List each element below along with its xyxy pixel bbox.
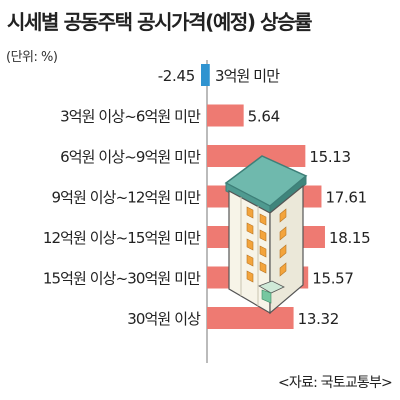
value-label: 17.61 <box>325 189 366 207</box>
labels-layer: 3억원 미만 -2.45 3억원 이상~6억원 미만 5.64 6억원 이상~9억원 미… <box>43 67 371 328</box>
value-label: -2.45 <box>158 67 195 85</box>
unit-note: (단위: %) <box>6 50 58 65</box>
page-title: 시세별 공동주택 공시가격(예정) 상승률 <box>7 10 313 34</box>
bar <box>207 307 294 329</box>
value-label: 5.64 <box>248 108 280 126</box>
category-label: 3억원 미만 <box>215 67 280 85</box>
category-label: 15억원 이상~30억원 미만 <box>43 270 201 288</box>
bar <box>207 104 244 127</box>
source-note: <자료: 국토교통부> <box>278 375 393 391</box>
category-label: 3억원 이상~6억원 미만 <box>60 108 201 126</box>
value-label: 15.13 <box>309 148 350 166</box>
category-label: 12억원 이상~15억원 미만 <box>43 229 201 247</box>
value-label: 18.15 <box>329 229 370 247</box>
category-label: 30억원 이상 <box>127 310 201 328</box>
bar <box>201 64 210 86</box>
category-label: 9억원 이상~12억원 미만 <box>51 189 201 207</box>
apartment-building-illustration <box>224 155 308 315</box>
bar <box>207 145 306 167</box>
value-label: 13.32 <box>298 310 339 328</box>
category-label: 6억원 이상~9억원 미만 <box>60 148 201 166</box>
value-label: 15.57 <box>312 270 353 288</box>
